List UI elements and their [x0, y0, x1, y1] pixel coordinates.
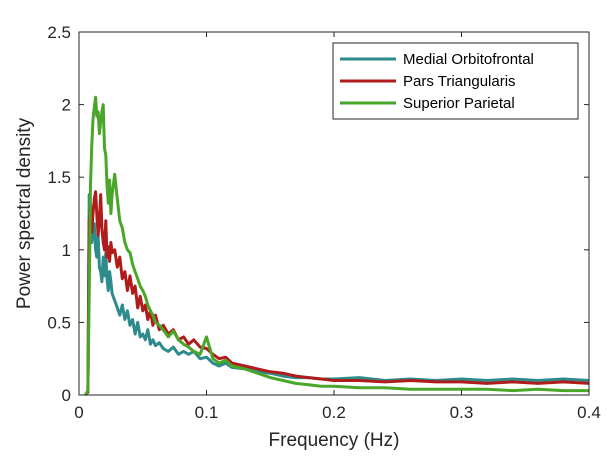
x-tick-label: 0.2 [322, 403, 346, 422]
series-line-superior-parietal [84, 95, 589, 396]
series-line-medial-orbitofrontal [84, 193, 590, 396]
y-tick-label: 0 [62, 386, 71, 405]
x-tick-label: 0.4 [577, 403, 601, 422]
y-axis-label: Power spectral density [14, 117, 35, 309]
legend-label-pars-triangularis: Pars Triangularis [403, 73, 516, 90]
legend-label-medial-orbitofrontal: Medial Orbitofrontal [403, 51, 534, 68]
y-tick-label: 1.5 [47, 168, 71, 187]
y-tick-label: 0.5 [47, 313, 71, 332]
x-axis-label: Frequency (Hz) [269, 430, 400, 451]
series-line-pars-triangularis [84, 190, 590, 396]
x-tick-label: 0.3 [450, 403, 474, 422]
y-tick-label: 2 [62, 96, 71, 115]
axis-ticks: 0 0.1 0.2 0.3 0.4 0 0.5 1 1.5 2 2.5 [47, 23, 600, 422]
legend: Medial Orbitofrontal Pars Triangularis S… [332, 42, 579, 120]
y-tick-label: 1 [62, 241, 71, 260]
x-tick-label: 0.1 [195, 403, 219, 422]
series-layer [84, 95, 590, 396]
y-tick-label: 2.5 [47, 23, 71, 42]
x-tick-label: 0 [74, 403, 83, 422]
legend-label-superior-parietal: Superior Parietal [403, 95, 515, 112]
